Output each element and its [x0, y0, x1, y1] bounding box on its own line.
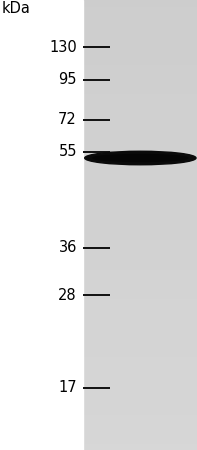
Text: 28: 28	[58, 288, 77, 302]
Bar	[83, 0, 197, 450]
Text: 36: 36	[59, 240, 77, 256]
Text: 55: 55	[58, 144, 77, 159]
Bar	[0, 0, 83, 450]
Text: 130: 130	[49, 40, 77, 54]
Text: kDa: kDa	[2, 1, 31, 16]
Text: 95: 95	[58, 72, 77, 87]
Ellipse shape	[85, 151, 196, 165]
Text: 72: 72	[58, 112, 77, 127]
Ellipse shape	[93, 155, 188, 162]
Text: 17: 17	[58, 381, 77, 396]
